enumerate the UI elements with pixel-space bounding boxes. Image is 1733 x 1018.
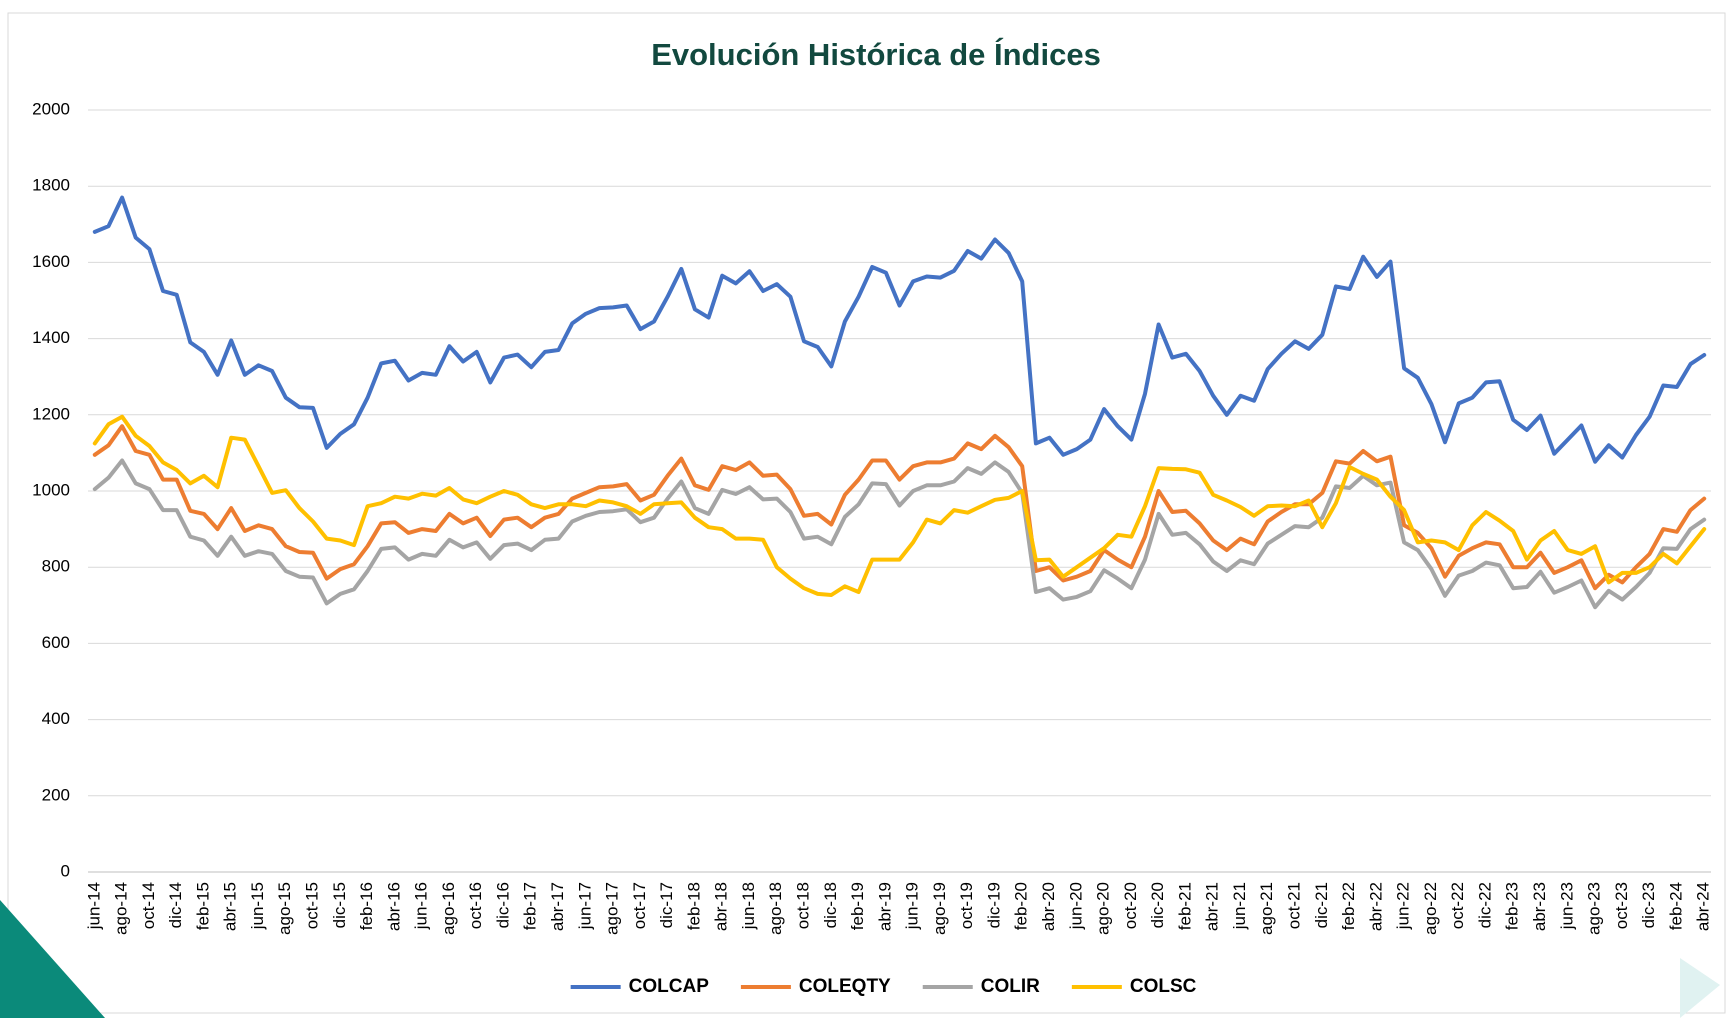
x-tick-label: abr-15 bbox=[221, 882, 240, 931]
x-tick-label: ago-18 bbox=[766, 882, 785, 935]
x-tick-label: abr-19 bbox=[875, 882, 894, 931]
x-tick-label: dic-22 bbox=[1475, 882, 1494, 928]
legend-label: COLSC bbox=[1130, 976, 1197, 997]
x-tick-label: oct-22 bbox=[1448, 882, 1467, 929]
y-tick-label: 0 bbox=[61, 861, 70, 880]
x-tick-label: abr-21 bbox=[1203, 882, 1222, 931]
x-tick-label: abr-17 bbox=[548, 882, 567, 931]
x-tick-label: feb-18 bbox=[684, 882, 703, 930]
x-tick-label: feb-21 bbox=[1175, 882, 1194, 930]
x-tick-label: jun-23 bbox=[1557, 882, 1576, 930]
x-tick-label: oct-20 bbox=[1121, 882, 1140, 929]
x-tick-label: jun-14 bbox=[84, 882, 103, 930]
x-tick-label: dic-14 bbox=[166, 882, 185, 928]
x-tick-label: abr-16 bbox=[384, 882, 403, 931]
x-tick-label: feb-20 bbox=[1012, 882, 1031, 930]
x-tick-label: oct-14 bbox=[139, 882, 158, 929]
x-tick-label: jun-22 bbox=[1394, 882, 1413, 930]
x-tick-label: oct-17 bbox=[630, 882, 649, 929]
x-tick-label: feb-24 bbox=[1666, 882, 1685, 930]
x-tick-label: oct-21 bbox=[1285, 882, 1304, 929]
chart-title: Evolución Histórica de Índices bbox=[651, 37, 1101, 72]
x-tick-label: ago-19 bbox=[930, 882, 949, 935]
x-tick-label: jun-19 bbox=[903, 882, 922, 930]
x-tick-label: feb-22 bbox=[1339, 882, 1358, 930]
legend-label: COLIR bbox=[981, 976, 1040, 997]
series-line bbox=[92, 414, 1707, 597]
x-tick-label: ago-14 bbox=[112, 882, 131, 935]
decor-triangle-right bbox=[1680, 958, 1720, 1018]
x-tick-label: ago-17 bbox=[603, 882, 622, 935]
x-tick-label: jun-17 bbox=[575, 882, 594, 930]
y-tick-label: 1600 bbox=[32, 252, 70, 271]
x-tick-label: dic-21 bbox=[1312, 882, 1331, 928]
x-tick-label: jun-21 bbox=[1230, 882, 1249, 930]
x-tick-label: feb-17 bbox=[521, 882, 540, 930]
series-line bbox=[92, 458, 1707, 610]
y-tick-label: 1200 bbox=[32, 404, 70, 423]
y-tick-label: 1400 bbox=[32, 328, 70, 347]
legend-label: COLCAP bbox=[629, 976, 710, 997]
x-tick-label: ago-20 bbox=[1094, 882, 1113, 935]
x-tick-label: ago-21 bbox=[1257, 882, 1276, 935]
x-tick-label: jun-16 bbox=[412, 882, 431, 930]
x-tick-label: dic-18 bbox=[821, 882, 840, 928]
x-tick-label: dic-20 bbox=[1148, 882, 1167, 928]
x-tick-label: feb-16 bbox=[357, 882, 376, 930]
x-tick-label: ago-23 bbox=[1585, 882, 1604, 935]
y-tick-label: 1800 bbox=[32, 176, 70, 195]
y-tick-label: 800 bbox=[42, 557, 70, 576]
x-tick-label: feb-19 bbox=[848, 882, 867, 930]
y-tick-label: 200 bbox=[42, 785, 70, 804]
x-tick-label: dic-19 bbox=[984, 882, 1003, 928]
decor-triangle bbox=[0, 900, 105, 1018]
x-tick-label: dic-23 bbox=[1639, 882, 1658, 928]
x-tick-label: dic-15 bbox=[330, 882, 349, 928]
chart-frame bbox=[7, 12, 1726, 1014]
x-tick-label: abr-18 bbox=[712, 882, 731, 931]
x-tick-label: jun-15 bbox=[248, 882, 267, 930]
y-tick-label: 600 bbox=[42, 633, 70, 652]
x-tick-label: abr-24 bbox=[1694, 882, 1713, 931]
x-tick-label: feb-15 bbox=[193, 882, 212, 930]
x-tick-label: abr-23 bbox=[1530, 882, 1549, 931]
y-tick-label: 1000 bbox=[32, 480, 70, 499]
x-tick-label: ago-16 bbox=[439, 882, 458, 935]
x-tick-label: ago-22 bbox=[1421, 882, 1440, 935]
legend-label: COLEQTY bbox=[799, 976, 891, 997]
x-tick-label: dic-17 bbox=[657, 882, 676, 928]
series-line bbox=[92, 424, 1707, 591]
series-line bbox=[92, 195, 1707, 464]
x-tick-label: oct-19 bbox=[957, 882, 976, 929]
x-tick-label: oct-23 bbox=[1612, 882, 1631, 929]
x-tick-label: oct-18 bbox=[794, 882, 813, 929]
y-tick-label: 2000 bbox=[32, 99, 70, 118]
x-tick-label: jun-18 bbox=[739, 882, 758, 930]
x-tick-label: oct-16 bbox=[466, 882, 485, 929]
x-tick-label: feb-23 bbox=[1503, 882, 1522, 930]
x-tick-label: ago-15 bbox=[275, 882, 294, 935]
x-tick-label: abr-22 bbox=[1366, 882, 1385, 931]
x-tick-label: oct-15 bbox=[303, 882, 322, 929]
x-tick-label: jun-20 bbox=[1066, 882, 1085, 930]
x-tick-label: abr-20 bbox=[1039, 882, 1058, 931]
y-tick-label: 400 bbox=[42, 709, 70, 728]
x-tick-label: dic-16 bbox=[493, 882, 512, 928]
